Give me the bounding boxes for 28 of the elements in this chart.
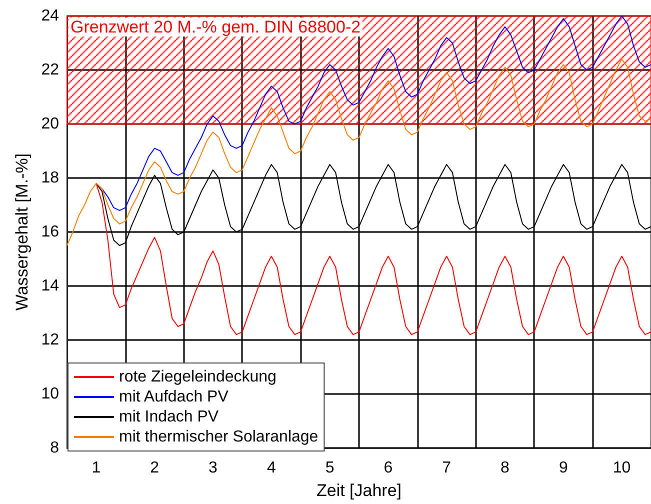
x-tick-label: 4 [266, 460, 276, 476]
y-axis-title: Wassergehalt [M.-%] [12, 153, 32, 311]
legend-label: mit Indach PV [119, 408, 219, 426]
y-tick-label: 20 [41, 116, 60, 132]
x-tick-label: 1 [92, 460, 101, 476]
y-tick-label: 18 [41, 170, 60, 186]
line-series [66, 58, 651, 246]
x-axis-title: Zeit [Jahre] [316, 481, 402, 500]
legend-label: mit Aufdach PV [119, 388, 229, 406]
band-label: Grenzwert 20 M.-% gem. DIN 68800-2 [70, 18, 361, 36]
y-tick-label: 24 [41, 8, 60, 24]
x-tick-label: 7 [442, 460, 452, 476]
y-tick-label: 22 [41, 62, 60, 78]
x-tick-label: 3 [208, 460, 218, 476]
x-tick-label: 2 [150, 460, 160, 476]
legend-label: mit thermischer Solaranlage [119, 428, 318, 446]
y-tick-label: 14 [41, 278, 60, 294]
x-tick-label: 5 [325, 460, 334, 476]
x-tick-label: 6 [384, 460, 393, 476]
x-tick-label: 9 [558, 460, 568, 476]
y-tick-label: 16 [41, 224, 60, 240]
y-tick-label: 12 [41, 332, 60, 348]
line-series [96, 182, 651, 336]
y-tick-label: 8 [50, 440, 60, 456]
x-tick-label: 8 [500, 460, 510, 476]
y-tick-label: 10 [41, 386, 60, 402]
legend-label: rote Ziegeleindeckung [119, 368, 276, 386]
x-tick-label: 10 [612, 460, 631, 476]
